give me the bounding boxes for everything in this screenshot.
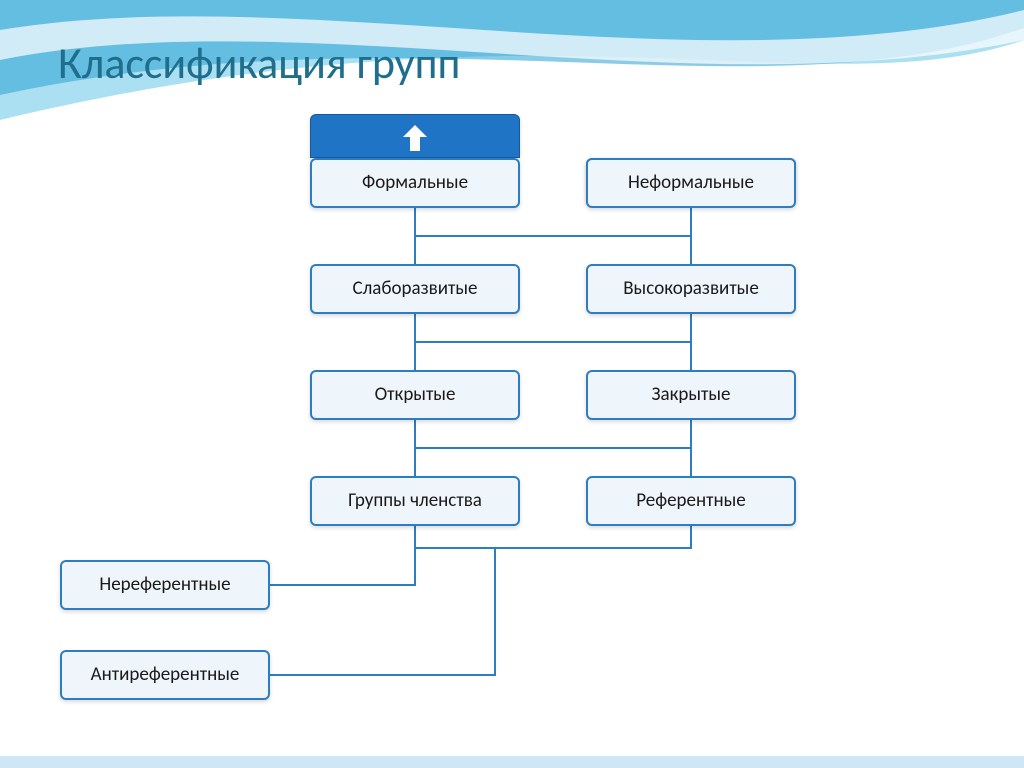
slide-title-text: Классификация групп	[58, 36, 460, 90]
node-non-referent: Нереферентные	[60, 560, 270, 610]
node-closed: Закрытые	[586, 370, 796, 420]
node-label: Закрытые	[645, 384, 736, 406]
node-membership-groups: Группы членства	[310, 476, 520, 526]
node-label: Слаборазвитые	[346, 278, 483, 300]
node-label: Формальные	[356, 172, 474, 194]
node-anti-referent: Антиреферентные	[60, 650, 270, 700]
node-referent: Референтные	[586, 476, 796, 526]
diagram-canvas: Формальные Неформальные Слаборазвитые Вы…	[0, 0, 1024, 768]
node-label: Нереферентные	[93, 574, 236, 596]
node-label: Антиреферентные	[85, 664, 246, 686]
node-label: Референтные	[630, 490, 752, 512]
node-open: Открытые	[310, 370, 520, 420]
header-block-left	[310, 114, 520, 158]
node-label: Открытые	[369, 384, 462, 406]
node-underdeveloped: Слаборазвитые	[310, 264, 520, 314]
slide-title: Классификация групп	[58, 36, 460, 90]
node-label: Высокоразвитые	[617, 278, 765, 300]
node-formal: Формальные	[310, 158, 520, 208]
node-highly-developed: Высокоразвитые	[586, 264, 796, 314]
node-informal: Неформальные	[586, 158, 796, 208]
node-label: Группы членства	[342, 490, 488, 512]
node-label: Неформальные	[622, 172, 760, 194]
